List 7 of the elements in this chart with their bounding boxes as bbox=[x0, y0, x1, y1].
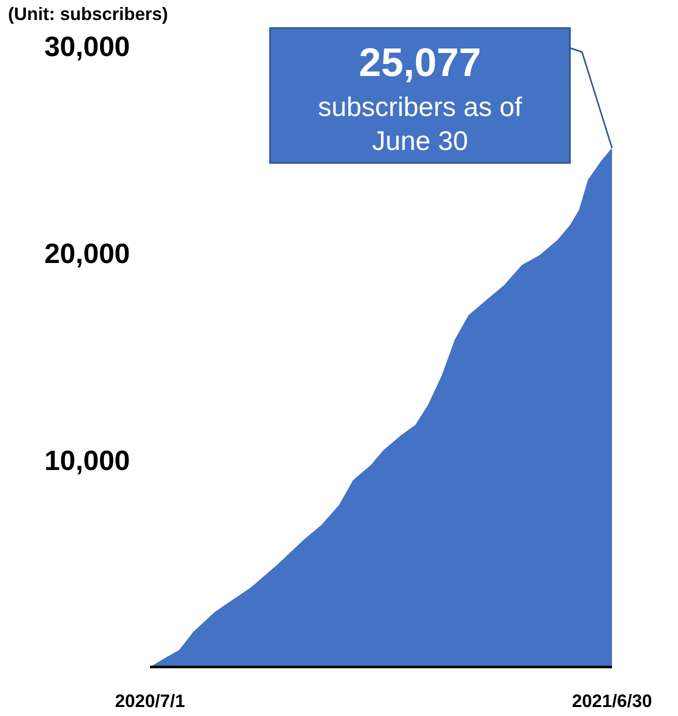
y-axis-title: (Unit: subscribers) bbox=[8, 4, 168, 24]
y-tick-label: 10,000 bbox=[44, 444, 130, 476]
x-tick-label: 2020/7/1 bbox=[114, 691, 186, 711]
annotation: 25,077 subscribers as of June 30 bbox=[318, 41, 523, 156]
y-tick-label: 20,000 bbox=[44, 238, 130, 269]
y-tick-label: 30,000 bbox=[44, 30, 130, 62]
x-tick-label: 2021/6/30 bbox=[572, 691, 652, 711]
